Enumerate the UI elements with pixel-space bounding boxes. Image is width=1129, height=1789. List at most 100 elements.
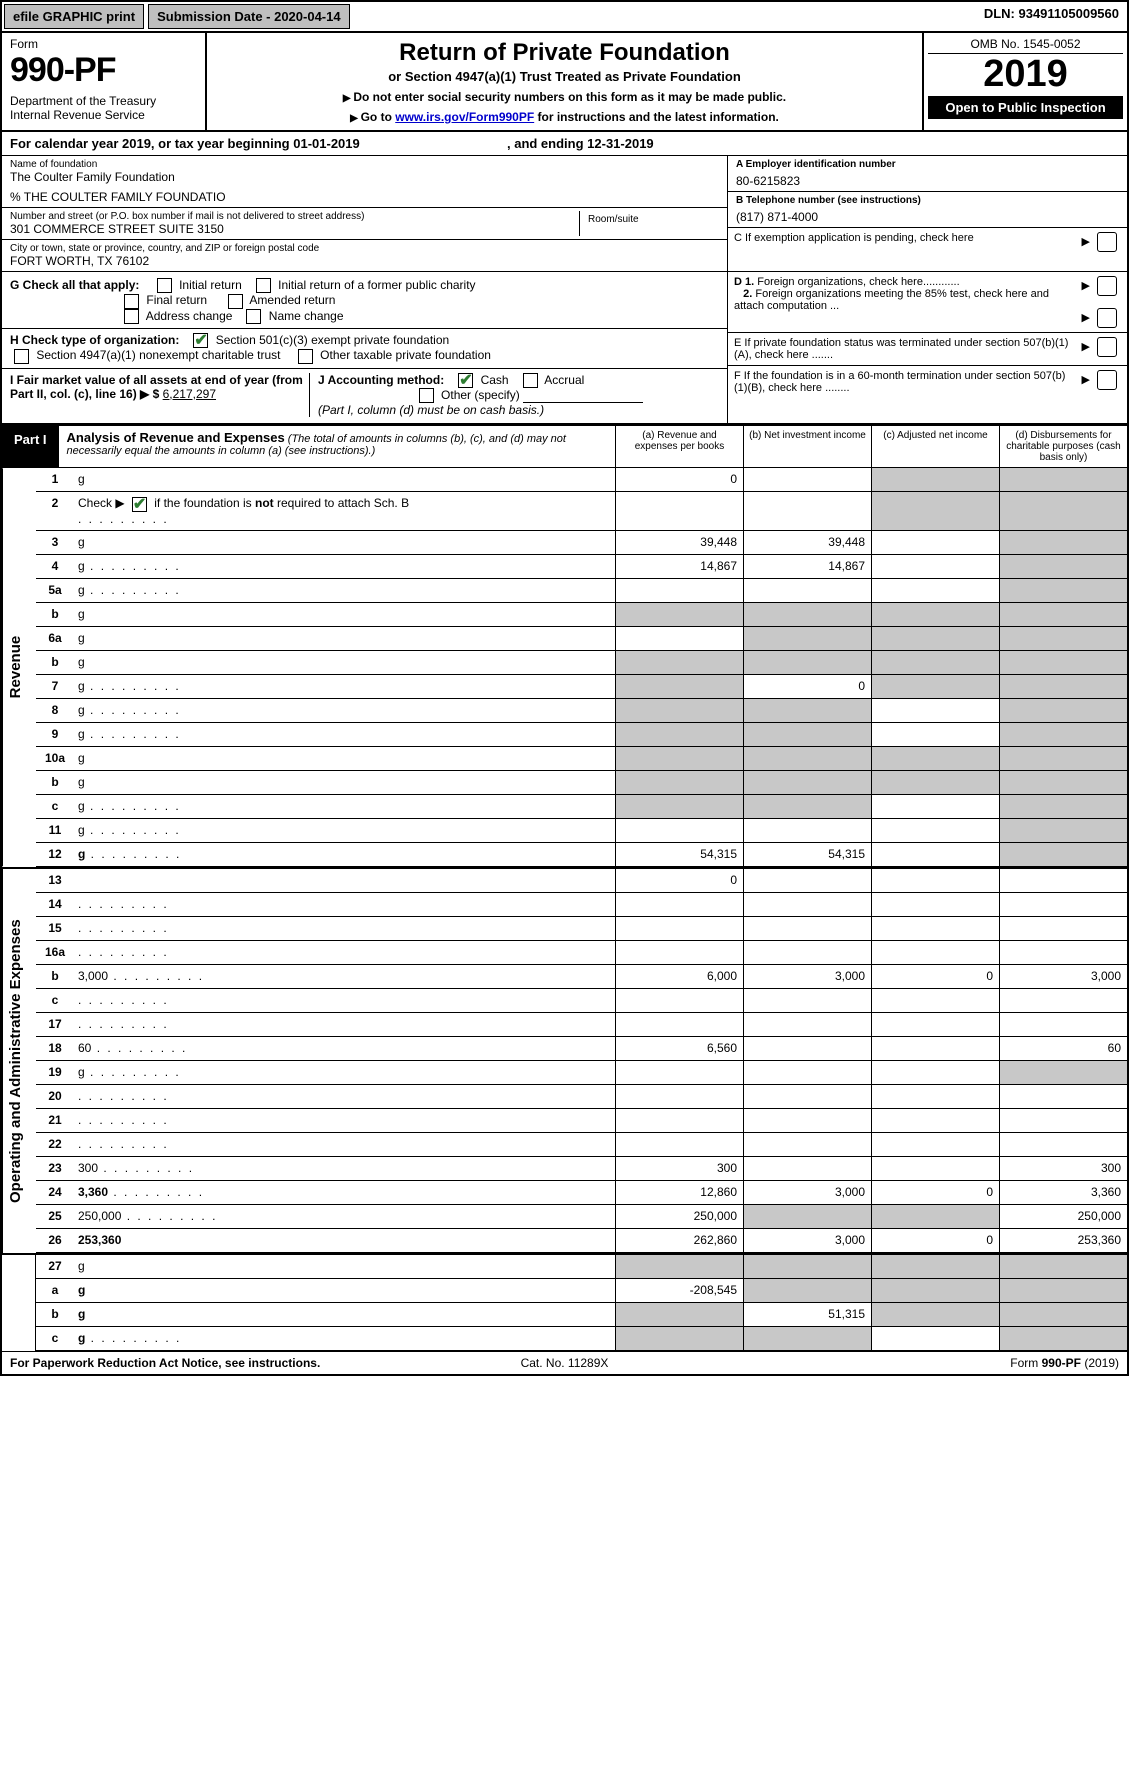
part1-header: Part I Analysis of Revenue and Expenses … (2, 424, 1127, 468)
table-row: 15 (36, 917, 1127, 941)
irs-link[interactable]: www.irs.gov/Form990PF (395, 110, 534, 124)
h-4947[interactable] (14, 349, 29, 364)
g-initial-former[interactable] (256, 278, 271, 293)
table-row: 23300300300 (36, 1157, 1127, 1181)
ij-row: I Fair market value of all assets at end… (2, 369, 727, 422)
g-final-return[interactable] (124, 294, 139, 309)
efile-print-button[interactable]: efile GRAPHIC print (4, 4, 144, 29)
revenue-vlabel: Revenue (2, 468, 36, 866)
j-item-1: Accrual (544, 373, 584, 387)
i-value: 6,217,297 (163, 387, 216, 401)
g-row: G Check all that apply: Initial return I… (2, 274, 727, 329)
table-row: bg51,315 (36, 1303, 1127, 1327)
i-label: I Fair market value of all assets at end… (10, 373, 303, 401)
care-of: % THE COULTER FAMILY FOUNDATIO (10, 190, 719, 204)
col-b-head: (b) Net investment income (743, 426, 871, 467)
form-title: Return of Private Foundation (217, 39, 912, 67)
expenses-section: Operating and Administrative Expenses 13… (2, 867, 1127, 1253)
submission-date: Submission Date - 2020-04-14 (148, 4, 350, 29)
g-item-2: Final return (146, 293, 207, 307)
f-text: F If the foundation is in a 60-month ter… (734, 370, 1081, 394)
table-row: 5ag (36, 579, 1127, 603)
form-subtitle: or Section 4947(a)(1) Trust Treated as P… (217, 69, 912, 84)
table-row: 3g39,44839,448 (36, 531, 1127, 555)
c-label: C If exemption application is pending, c… (734, 232, 1081, 244)
form-number: 990-PF (10, 51, 197, 90)
table-row: 18606,56060 (36, 1037, 1127, 1061)
note-ssn: Do not enter social security numbers on … (217, 90, 912, 104)
table-row: 7g0 (36, 675, 1127, 699)
page-footer: For Paperwork Reduction Act Notice, see … (2, 1351, 1127, 1374)
tax-year: 2019 (928, 54, 1123, 96)
footer-left: For Paperwork Reduction Act Notice, see … (10, 1356, 380, 1370)
phone-label: B Telephone number (see instructions) (736, 195, 1119, 206)
f-checkbox[interactable] (1097, 370, 1117, 390)
calendar-year-row: For calendar year 2019, or tax year begi… (2, 132, 1127, 156)
foundation-name: The Coulter Family Foundation (10, 170, 719, 184)
h-row: H Check type of organization: Section 50… (2, 329, 727, 369)
table-row: 4g14,86714,867 (36, 555, 1127, 579)
table-row: 243,36012,8603,00003,360 (36, 1181, 1127, 1205)
g-item-0: Initial return (179, 278, 242, 292)
table-row: 10ag (36, 747, 1127, 771)
table-row: ag-208,545 (36, 1279, 1127, 1303)
h-other-taxable[interactable] (298, 349, 313, 364)
j-label: J Accounting method: (318, 373, 444, 387)
g-amended[interactable] (228, 294, 243, 309)
table-row: 27g (36, 1255, 1127, 1279)
table-row: 130 (36, 869, 1127, 893)
phone-value: (817) 871-4000 (736, 210, 1119, 224)
check-area: G Check all that apply: Initial return I… (2, 272, 1127, 424)
e-checkbox[interactable] (1097, 337, 1117, 357)
table-row: bg (36, 771, 1127, 795)
g-name-change[interactable] (246, 309, 261, 324)
info-block: Name of foundation The Coulter Family Fo… (2, 156, 1127, 272)
j-cash[interactable] (458, 373, 473, 388)
table-row: 22 (36, 1133, 1127, 1157)
h-item-1: Section 4947(a)(1) nonexempt charitable … (36, 348, 280, 362)
form-header: Form 990-PF Department of the Treasury I… (2, 33, 1127, 132)
dln: DLN: 93491105009560 (976, 2, 1127, 31)
j-accrual[interactable] (523, 373, 538, 388)
j-other[interactable] (419, 388, 434, 403)
j-item-2: Other (specify) (441, 388, 520, 402)
table-row: 19g (36, 1061, 1127, 1085)
table-row: 2Check ▶ if the foundation is not requir… (36, 492, 1127, 530)
form-word: Form (10, 37, 197, 51)
table-row: 26253,360262,8603,0000253,360 (36, 1229, 1127, 1253)
e-text: E If private foundation status was termi… (734, 337, 1081, 361)
table-row: b3,0006,0003,00003,000 (36, 965, 1127, 989)
city-state-zip: FORT WORTH, TX 76102 (10, 254, 719, 268)
col-c-head: (c) Adjusted net income (871, 426, 999, 467)
j-item-0: Cash (481, 373, 509, 387)
g-item-1: Initial return of a former public charit… (278, 278, 475, 292)
cal-end: 12-31-2019 (587, 136, 654, 151)
table-row: 9g (36, 723, 1127, 747)
d1-checkbox[interactable] (1097, 276, 1117, 296)
h-item-0: Section 501(c)(3) exempt private foundat… (216, 333, 449, 347)
table-row: 11g (36, 819, 1127, 843)
ein-label: A Employer identification number (736, 159, 1119, 170)
table-row: 6ag (36, 627, 1127, 651)
g-item-4: Address change (146, 309, 233, 323)
table-row: 20 (36, 1085, 1127, 1109)
part1-badge: Part I (2, 426, 59, 467)
part1-title: Analysis of Revenue and Expenses (The to… (59, 426, 615, 467)
department: Department of the Treasury Internal Reve… (10, 94, 197, 122)
h-label: H Check type of organization: (10, 333, 179, 347)
street-address: 301 COMMERCE STREET SUITE 3150 (10, 222, 579, 236)
table-row: 12g54,31554,315 (36, 843, 1127, 867)
g-initial-return[interactable] (157, 278, 172, 293)
h-501c3[interactable] (193, 333, 208, 348)
city-label: City or town, state or province, country… (10, 243, 719, 254)
c-checkbox[interactable] (1097, 232, 1117, 252)
cal-begin: 01-01-2019 (293, 136, 360, 151)
table-row: 16a (36, 941, 1127, 965)
addr-label: Number and street (or P.O. box number if… (10, 211, 579, 222)
g-address-change[interactable] (124, 309, 139, 324)
d2-checkbox[interactable] (1097, 308, 1117, 328)
note-link: Go to www.irs.gov/Form990PF for instruct… (217, 110, 912, 124)
topbar: efile GRAPHIC print Submission Date - 20… (2, 2, 1127, 33)
footer-mid: Cat. No. 11289X (380, 1356, 750, 1370)
cal-pre: For calendar year 2019, or tax year begi… (10, 136, 293, 151)
